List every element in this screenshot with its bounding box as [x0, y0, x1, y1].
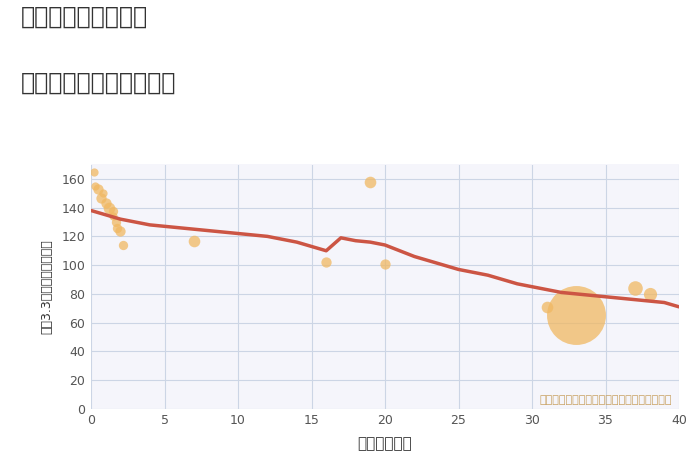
Point [108, 207, 119, 214]
Point [90, 182, 101, 190]
Point [541, 303, 552, 311]
Point [112, 224, 123, 232]
Text: 円の大きさは、取引のあった物件面積を示す: 円の大きさは、取引のあった物件面積を示す [539, 395, 672, 405]
Point [103, 204, 114, 212]
Point [188, 237, 199, 244]
Point [108, 212, 119, 220]
Y-axis label: 坪（3.3㎡）単価（万円）: 坪（3.3㎡）単価（万円） [40, 239, 53, 334]
Point [570, 312, 582, 319]
X-axis label: 築年数（年）: 築年数（年） [358, 436, 412, 451]
Point [629, 284, 641, 292]
Point [115, 227, 126, 235]
Point [379, 260, 391, 267]
Point [92, 185, 104, 193]
Point [365, 178, 376, 186]
Point [97, 189, 108, 197]
Point [111, 218, 122, 226]
Point [118, 241, 129, 249]
Point [96, 194, 107, 201]
Text: 愛知県安城市緑町の: 愛知県安城市緑町の [21, 5, 148, 29]
Point [644, 290, 655, 298]
Point [321, 258, 332, 266]
Point [100, 200, 111, 207]
Text: 築年数別中古戸建て価格: 築年数別中古戸建て価格 [21, 70, 176, 94]
Point [88, 168, 99, 175]
